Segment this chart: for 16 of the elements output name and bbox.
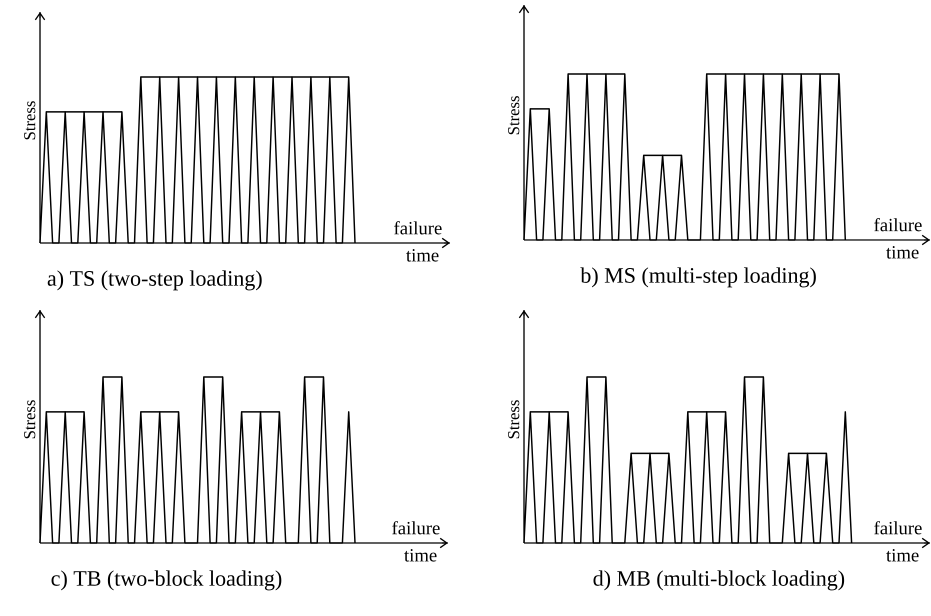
- text: d) MB (multi-block loading): [594, 570, 844, 590]
- text: c) TB (two-block loading): [52, 570, 282, 590]
- text: a) TS (two-step loading): [48, 270, 262, 290]
- y-axis-title: Stress: [508, 400, 520, 438]
- text: failure: [874, 521, 922, 534]
- x-axis-title: time: [406, 249, 439, 262]
- x-axis-title: time: [886, 549, 919, 562]
- text: failure: [394, 221, 442, 234]
- y-axis-title: Stress: [24, 400, 36, 438]
- x-axis-title: time: [886, 246, 919, 259]
- text: b) MS (multi-step loading): [580, 267, 816, 288]
- y-axis-title: Stress: [24, 101, 36, 140]
- text: failure: [392, 521, 440, 534]
- text: failure: [874, 218, 922, 232]
- x-axis-title: time: [404, 549, 437, 562]
- y-axis-title: Stress: [508, 96, 520, 134]
